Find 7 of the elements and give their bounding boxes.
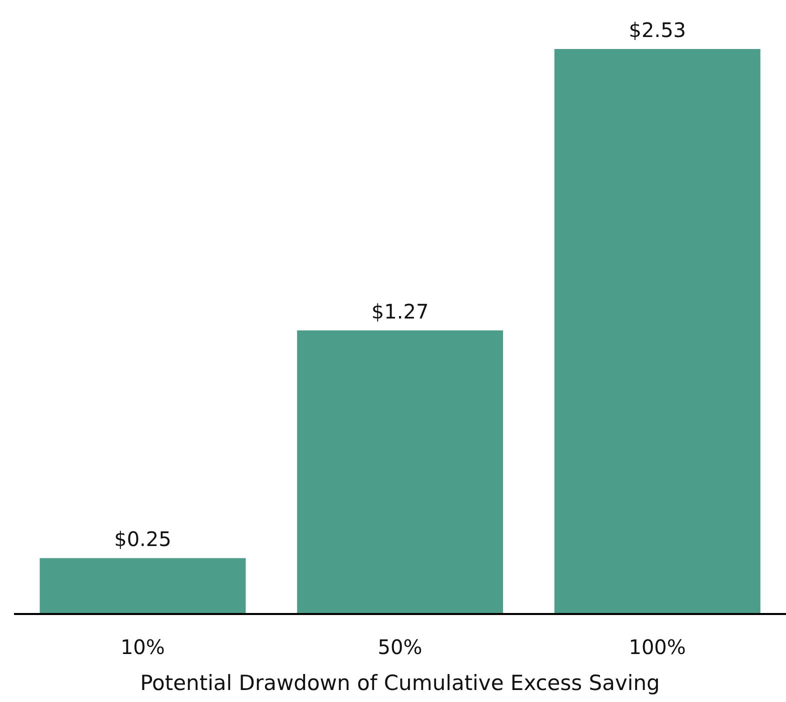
data-label: $2.53 xyxy=(628,18,686,42)
x-tick-label: 50% xyxy=(378,635,422,660)
x-tick-label: 10% xyxy=(120,635,165,660)
x-axis-title: Potential Drawdown of Cumulative Excess Saving xyxy=(140,671,660,695)
data-label: $1.27 xyxy=(371,299,429,324)
data-label: $0.25 xyxy=(114,527,172,552)
x-tick-label: 100% xyxy=(628,635,686,660)
